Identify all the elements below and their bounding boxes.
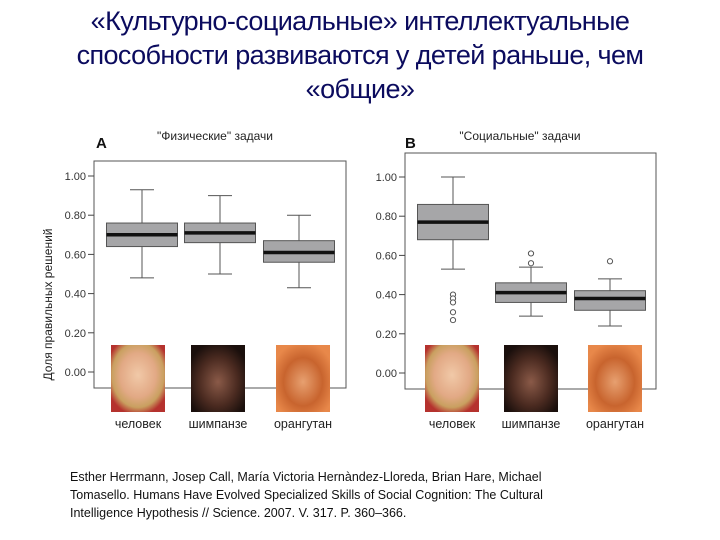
panel-title: "Социальные" задачи [459, 129, 580, 143]
category-label: человек [115, 417, 162, 431]
y-tick-label: 0.80 [65, 210, 86, 222]
box-1 [184, 195, 256, 275]
panel-label: B [405, 135, 416, 152]
box-0 [417, 176, 489, 324]
outlier-point [606, 258, 614, 265]
y-tick-label: 0.40 [376, 290, 397, 302]
panel-label: A [96, 135, 107, 152]
y-tick-label: 0.60 [65, 249, 86, 261]
animal-photo-1 [191, 345, 245, 412]
y-tick-label: 0.20 [376, 329, 397, 341]
animal-photo-2 [276, 345, 330, 412]
outlier-point [449, 299, 457, 306]
box-0 [106, 189, 178, 279]
y-tick-label: 0.60 [376, 250, 397, 262]
category-label: орангутан [274, 417, 332, 431]
y-tick-label: 0.80 [376, 211, 397, 223]
citation-line: Esther Herrmann, Josep Call, María Victo… [70, 470, 542, 484]
box-iqr [574, 290, 646, 311]
title-line: «Культурно-социальные» интеллектуальные [90, 6, 630, 36]
title-line: способности развиваются у детей раньше, … [76, 40, 644, 70]
animal-photo-0 [425, 345, 479, 412]
category-label: шимпанзе [189, 417, 248, 431]
y-tick-label: 0.20 [65, 328, 86, 340]
citation-line: Intelligence Hypothesis // Science. 2007… [70, 506, 407, 520]
y-tick-label: 1.00 [376, 172, 397, 184]
animal-photo-2 [588, 345, 642, 412]
y-tick-label: 1.00 [65, 171, 86, 183]
chart-panel-B: B "Социальные" задачи 1.00 0.80 0.60 0.40 0.20… [376, 129, 657, 431]
animal-photo-0 [111, 345, 165, 412]
title-line: «общие» [305, 74, 415, 104]
category-label: орангутан [586, 417, 644, 431]
outlier-point [527, 260, 535, 267]
y-axis-label: Доля правильных решений [41, 229, 55, 381]
chart-panel-A: A "Физические" задачи 1.00 0.80 0.60 0.40 0.20… [41, 129, 347, 431]
box-2 [574, 258, 646, 327]
box-2 [263, 214, 335, 289]
box-1 [495, 250, 567, 317]
citation: Esther Herrmann, Josep Call, María Victo… [70, 468, 630, 522]
y-tick-label: 0.00 [376, 368, 397, 380]
animal-photo-1 [504, 345, 558, 412]
outlier-point [449, 309, 457, 316]
outlier-point [527, 250, 535, 257]
category-label: человек [429, 417, 476, 431]
y-tick-label: 0.40 [65, 289, 86, 301]
y-tick-label: 0.00 [65, 367, 86, 379]
panel-title: "Физические" задачи [157, 129, 273, 143]
category-label: шимпанзе [502, 417, 561, 431]
slide-title: «Культурно-социальные» интеллектуальные … [0, 4, 720, 106]
outlier-point [449, 316, 457, 324]
citation-line: Tomasello. Humans Have Evolved Specializ… [70, 488, 543, 502]
